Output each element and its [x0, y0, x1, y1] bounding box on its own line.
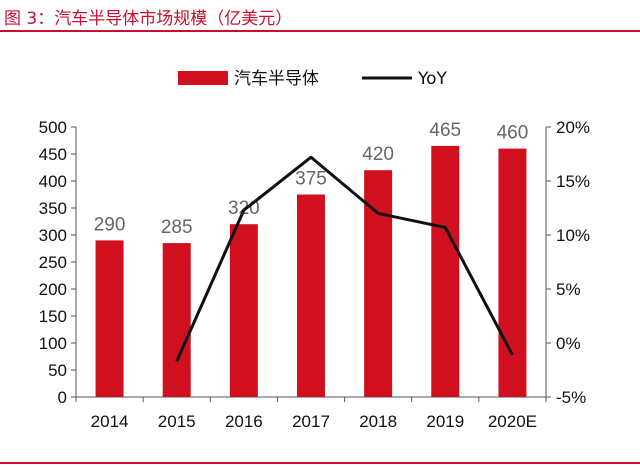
y-tick-label: 250 — [39, 253, 67, 272]
x-tick-label: 2020E — [488, 412, 537, 431]
bar-2014 — [95, 240, 124, 397]
yoy-series-line — [175, 155, 514, 362]
legend: 汽车半导体 YoY — [178, 69, 448, 89]
data-label: 285 — [161, 217, 193, 238]
y2-tick-label: 10% — [556, 226, 590, 245]
figure-title: 图 3：汽车半导体市场规模（亿美元） — [4, 9, 293, 29]
legend-bar-label: 汽车半导体 — [234, 69, 319, 89]
data-label: 290 — [94, 214, 126, 235]
y-tick-label: 200 — [39, 280, 67, 299]
x-tick-label: 2015 — [158, 412, 196, 431]
title-rule — [0, 30, 640, 32]
y-tick-label: 100 — [39, 334, 67, 353]
y-tick-label: 350 — [39, 199, 67, 218]
y2-tick-label: 15% — [556, 172, 590, 191]
bar-2016 — [229, 224, 258, 397]
bar-2017 — [297, 194, 325, 397]
bar-2015 — [162, 243, 191, 397]
y2-tick-label: 20% — [556, 118, 590, 137]
data-label: 460 — [497, 123, 529, 144]
legend-bar-swatch — [178, 71, 228, 85]
yoy-line — [175, 155, 514, 362]
bar-2019 — [431, 145, 460, 397]
y-tick-label: 50 — [48, 361, 67, 380]
bar-2020E — [498, 148, 527, 397]
x-tick-label: 2019 — [426, 412, 464, 431]
legend-line-label: YoY — [417, 69, 448, 89]
y-tick-label: 400 — [39, 172, 67, 191]
data-label: 465 — [429, 120, 461, 141]
axes: 0 50 100 150 200 250 300 350 400 450 500 -5% 0% 5% 10%… — [39, 118, 590, 431]
y-tick-label: 500 — [39, 118, 67, 137]
x-tick-label: 2014 — [91, 412, 129, 431]
x-tick-label: 2016 — [225, 412, 263, 431]
data-label: 375 — [295, 169, 327, 190]
data-label: 420 — [362, 144, 394, 165]
x-tick-label: 2018 — [359, 412, 397, 431]
bar-2018 — [364, 170, 393, 397]
x-tick-label: 2017 — [292, 412, 330, 431]
y-tick-label: 300 — [39, 226, 67, 245]
bars — [95, 145, 527, 397]
y2-tick-label: -5% — [556, 388, 586, 407]
y-tick-label: 450 — [39, 145, 67, 164]
y2-tick-label: 0% — [556, 334, 581, 353]
y-tick-label: 0 — [58, 388, 67, 407]
y2-tick-label: 5% — [556, 280, 581, 299]
bottom-rule — [0, 462, 640, 464]
y-tick-label: 150 — [39, 307, 67, 326]
